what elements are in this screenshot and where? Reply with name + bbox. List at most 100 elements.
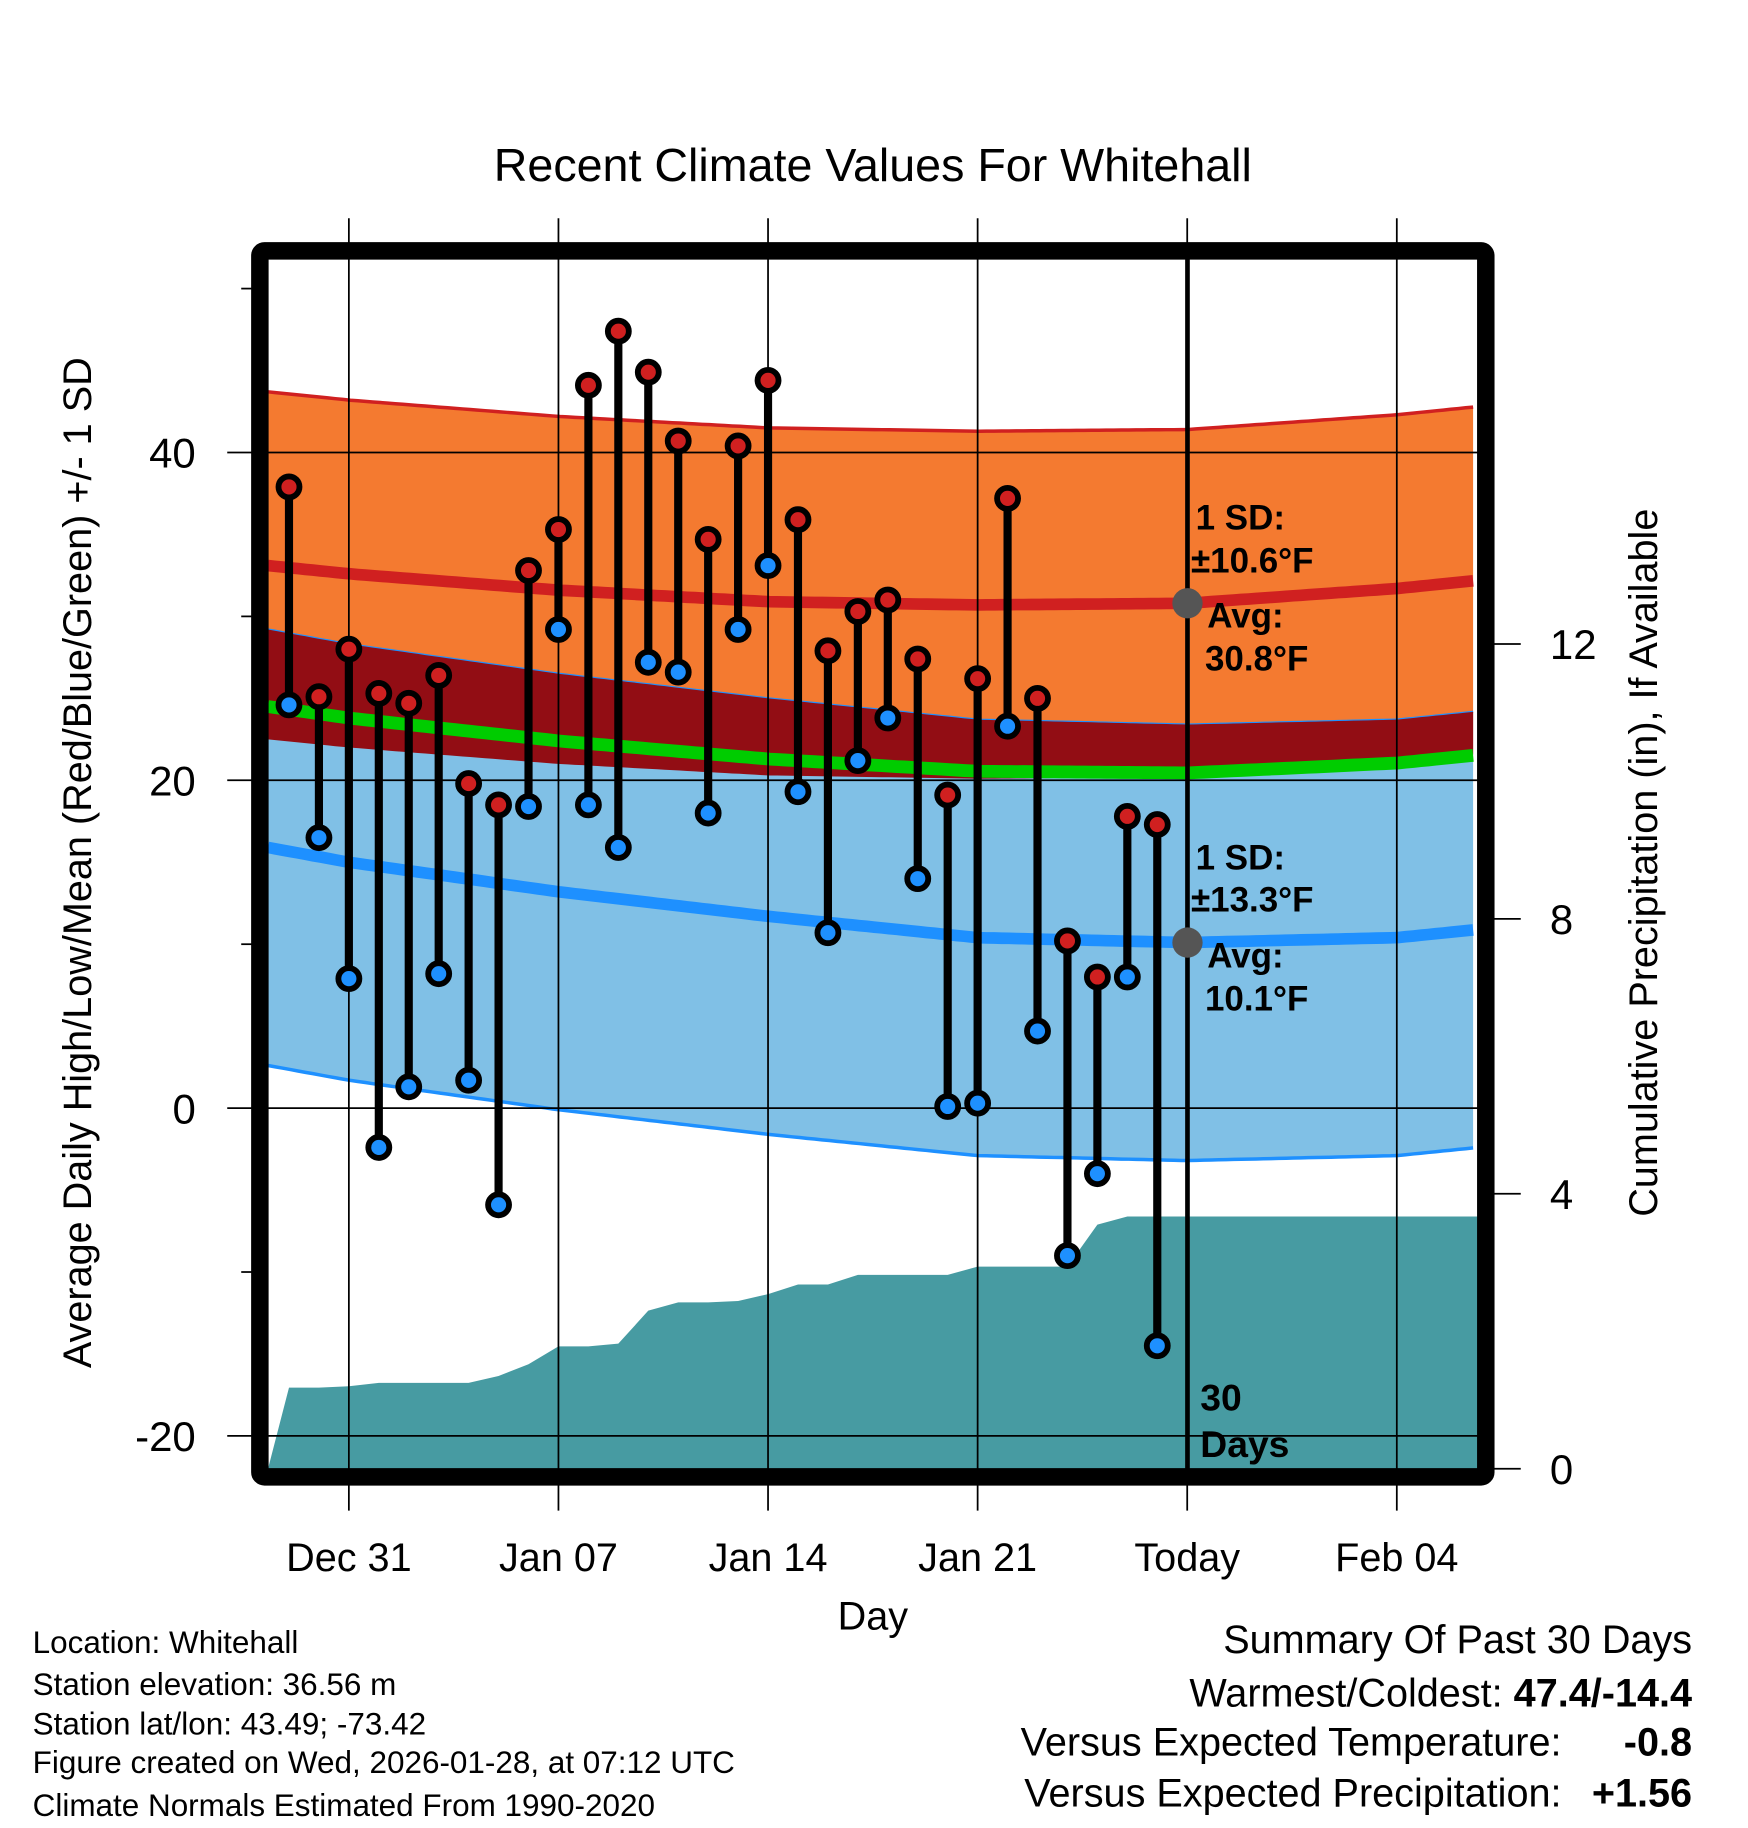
day-bar (395, 689, 423, 1101)
high-point (904, 645, 932, 673)
high-point (365, 680, 393, 707)
high-sd-label: 1 SD: (1196, 498, 1285, 537)
low-point (634, 648, 662, 676)
high-point (634, 358, 662, 386)
x-tick-label: Jan 14 (709, 1536, 828, 1580)
day-bar (305, 683, 333, 852)
day-bar (634, 358, 662, 676)
summary: Summary Of Past 30 Days Warmest/Coldest:… (1021, 1618, 1692, 1816)
day-bar (365, 680, 393, 1161)
low-point (305, 824, 333, 852)
day-bar (754, 366, 782, 579)
y2-tick-label: 4 (1550, 1171, 1573, 1218)
high-avg-marker (1172, 588, 1203, 619)
chart-title: Recent Climate Values For Whitehall (494, 139, 1252, 191)
y2-axis-label: Cumulative Precipitation (in), If Availa… (1622, 509, 1666, 1217)
low-sd-label: 1 SD: (1196, 839, 1285, 878)
low-point (724, 616, 752, 643)
low-point (904, 865, 932, 893)
warmest-coldest: Warmest/Coldest: 47.4/-14.4 (1189, 1671, 1692, 1715)
day-bar (604, 317, 632, 861)
day-bar (814, 637, 842, 947)
x-axis-label: Day (838, 1595, 909, 1639)
high-point (574, 371, 602, 399)
high-sd-value: ±10.6°F (1191, 542, 1314, 581)
high-point (485, 791, 512, 819)
day-bar (784, 506, 812, 806)
low-point (275, 691, 303, 719)
precip-cumulative-area (268, 1216, 1478, 1469)
high-point (545, 516, 572, 543)
day-bar (1054, 927, 1081, 1270)
x-tick-label: Feb 04 (1335, 1536, 1458, 1580)
days-word-label: Days (1200, 1423, 1289, 1465)
day-bar (455, 770, 483, 1094)
low-point (1024, 1017, 1051, 1045)
high-point (664, 427, 692, 455)
low-point (1083, 1160, 1111, 1188)
latlon-text: Station lat/lon: 43.49; -73.42 (33, 1706, 426, 1741)
high-point (874, 586, 902, 614)
low-point (664, 658, 692, 686)
x-tick-label: Jan 21 (918, 1536, 1037, 1580)
day-bar (964, 665, 992, 1117)
high-point (455, 770, 483, 797)
x-tick-label: Jan 07 (499, 1536, 618, 1580)
day-bar (664, 427, 692, 686)
high-point (754, 366, 782, 394)
precip-label: Versus Expected Precipitation: (1024, 1772, 1561, 1816)
low-point (515, 793, 542, 820)
high-avg-label: Avg: (1207, 596, 1283, 635)
normal-bands (266, 390, 1474, 1163)
low-point (574, 791, 602, 819)
high-point (604, 317, 632, 345)
day-bar (994, 484, 1021, 740)
days-count-label: 30 (1200, 1376, 1241, 1418)
high-point (1024, 684, 1051, 712)
high-point (964, 665, 992, 693)
elevation-text: Station elevation: 36.56 m (33, 1667, 397, 1702)
high-avg-value: 30.8°F (1205, 639, 1308, 678)
day-bar (1143, 811, 1171, 1360)
created-text: Figure created on Wed, 2026-01-28, at 07… (33, 1745, 735, 1780)
high-point (934, 781, 962, 809)
y2-tick-label: 8 (1550, 896, 1573, 943)
high-point (305, 683, 333, 711)
day-bar (844, 598, 872, 775)
day-bar (425, 661, 453, 988)
low-point (604, 834, 632, 861)
day-bar (545, 516, 572, 643)
low-point (335, 965, 363, 993)
y2-tick-label: 0 (1550, 1446, 1573, 1493)
low-point (784, 778, 812, 806)
low-point (1143, 1332, 1171, 1360)
day-bar (1024, 684, 1051, 1045)
high-point (335, 635, 363, 663)
low-point (545, 616, 572, 643)
day-bar (515, 557, 542, 820)
high-point (395, 689, 423, 717)
y-tick-label: 20 (149, 757, 196, 804)
low-point (365, 1134, 393, 1161)
high-point (994, 484, 1021, 512)
annotations: 1 SD: ±10.6°F Avg: 30.8°F 1 SD: ±13.3°F … (1172, 259, 1314, 1469)
y-axis-label: Average Daily High/Low/Mean (Red/Blue/Gr… (56, 357, 100, 1368)
day-bar (694, 525, 722, 827)
temp-value: -0.8 (1624, 1720, 1692, 1764)
x-tick-label: Dec 31 (286, 1536, 412, 1580)
day-bar (1083, 963, 1111, 1188)
low-sd-value: ±13.3°F (1191, 881, 1314, 920)
temp-label: Versus Expected Temperature: (1021, 1720, 1562, 1764)
high-point (1143, 811, 1171, 838)
day-bar (724, 432, 752, 643)
high-mean-line (267, 559, 1474, 611)
mean-line (267, 700, 1474, 780)
y-tick-label: 40 (149, 430, 196, 477)
low-avg-label: Avg: (1207, 937, 1283, 976)
high-point (515, 557, 542, 584)
low-band-lower-edge (267, 1063, 1474, 1163)
low-point (455, 1066, 483, 1094)
low-point (844, 747, 872, 775)
low-point (694, 799, 722, 827)
